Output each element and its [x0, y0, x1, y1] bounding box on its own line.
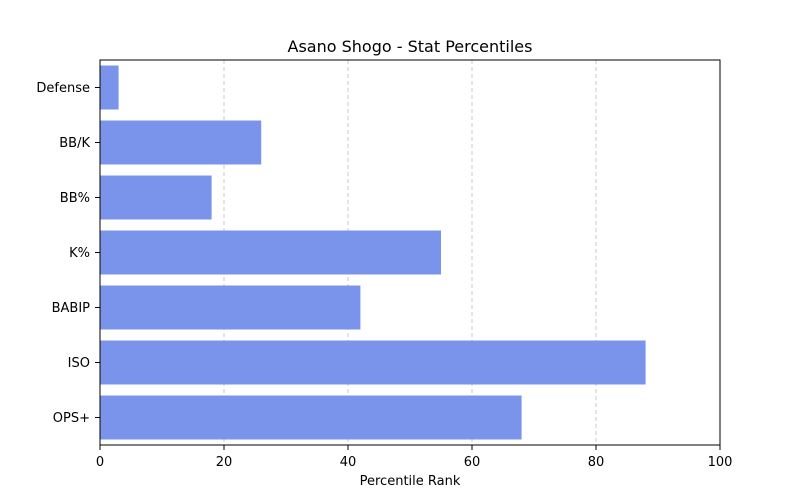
bars	[100, 65, 646, 440]
x-tick-label: 80	[588, 455, 605, 470]
y-axis-ticks: OPS+ ISO BABIP K% BB% BB/K Defense	[36, 81, 100, 426]
y-tick-label: BB%	[60, 191, 90, 206]
y-tick-label: ISO	[68, 356, 90, 371]
bar-defense	[100, 65, 119, 110]
y-tick-label: OPS+	[53, 411, 90, 426]
y-tick-label: BABIP	[52, 301, 91, 316]
bar-ops-	[100, 395, 522, 440]
x-axis-ticks: 0 20 40 60 80 100	[96, 445, 733, 470]
bar-k-	[100, 230, 441, 275]
x-tick-label: 40	[340, 455, 357, 470]
chart-title: Asano Shogo - Stat Percentiles	[288, 37, 533, 56]
x-tick-label: 60	[464, 455, 481, 470]
y-tick-label: Defense	[36, 81, 90, 96]
x-tick-label: 20	[216, 455, 233, 470]
bar-iso	[100, 340, 646, 385]
x-tick-label: 100	[708, 455, 733, 470]
bar-bb-	[100, 175, 212, 220]
y-tick-label: BB/K	[59, 136, 90, 151]
bar-babip	[100, 285, 361, 330]
bar-bb-k	[100, 120, 262, 165]
x-axis-label: Percentile Rank	[360, 474, 461, 489]
y-tick-label: K%	[69, 246, 90, 261]
x-tick-label: 0	[96, 455, 104, 470]
